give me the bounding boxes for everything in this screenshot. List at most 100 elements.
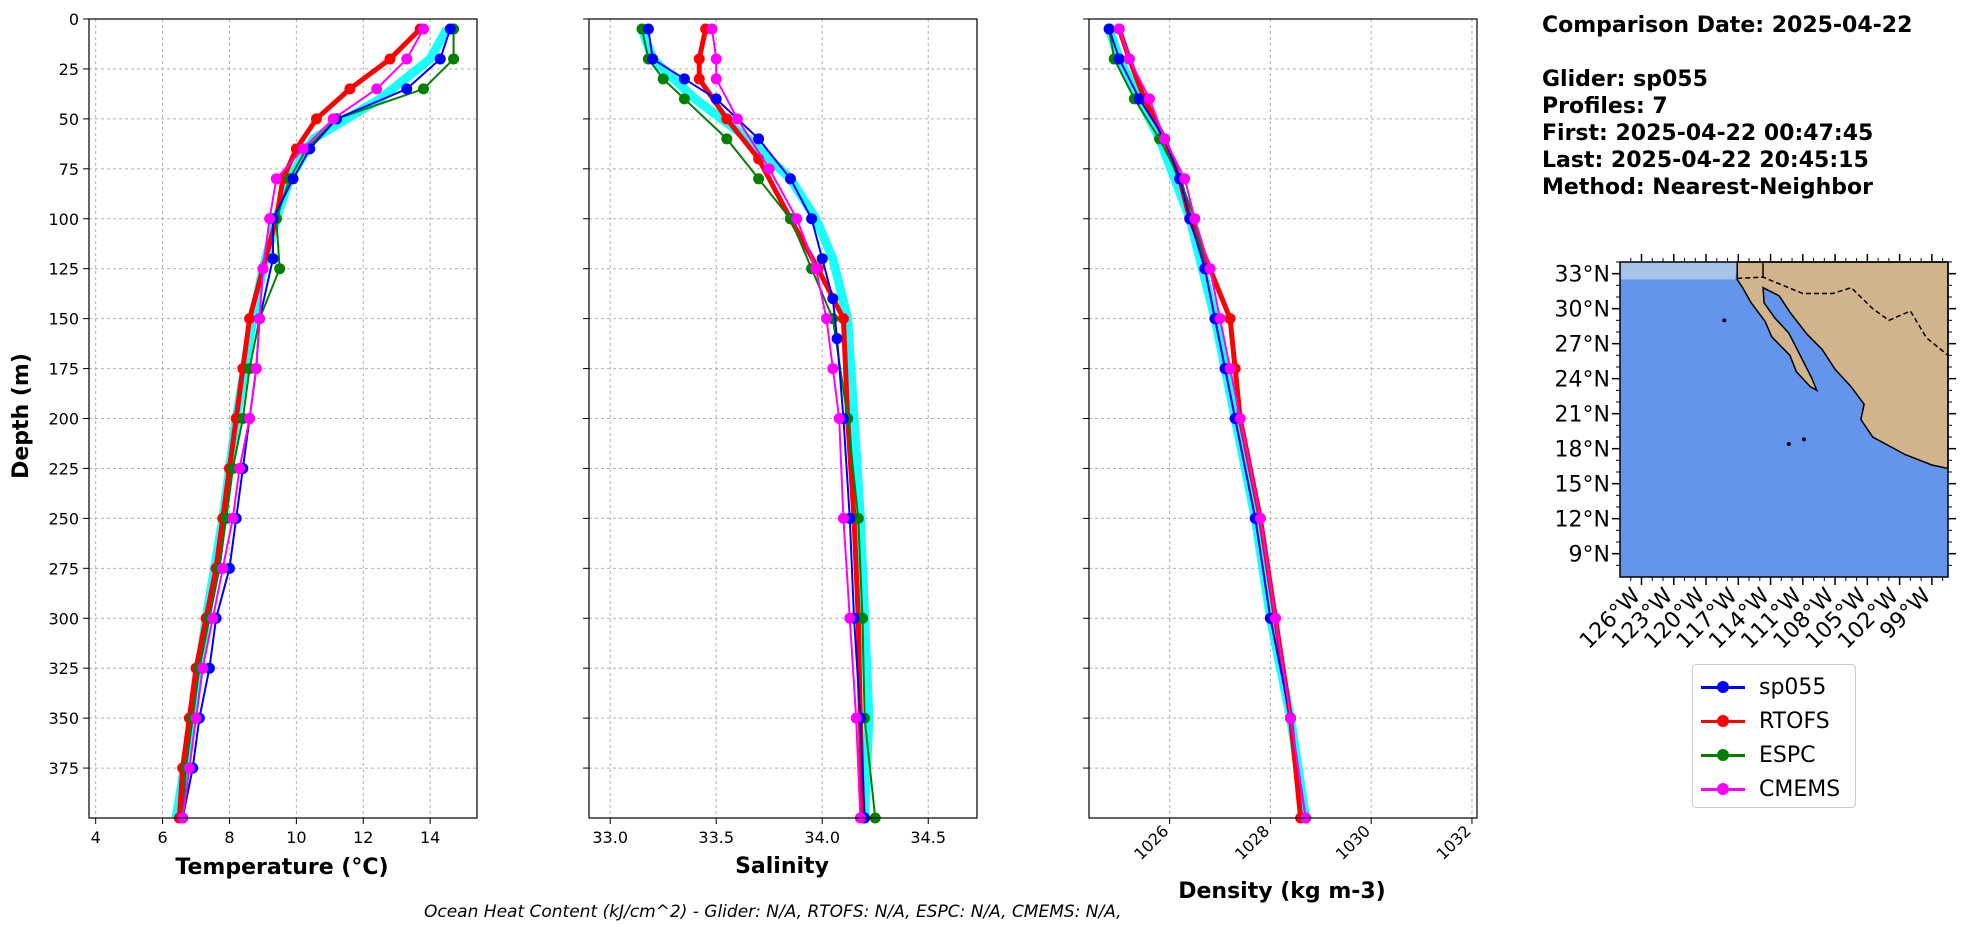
rtofs-point — [837, 313, 849, 325]
rtofs-point — [344, 83, 356, 95]
legend-line-icon — [1701, 748, 1745, 761]
espc-line — [181, 28, 455, 819]
cmems-point — [1123, 53, 1135, 65]
cmems-point — [1113, 23, 1125, 35]
espc-point — [753, 173, 765, 185]
y-tick-label: 75 — [59, 160, 79, 179]
profile-count: Profiles: 7 — [1542, 94, 1668, 119]
cmems-point — [250, 363, 262, 375]
cmems-point — [264, 213, 276, 225]
profile-panel-2: 1026 1028 1030 1032 — [1083, 18, 1478, 864]
sp055-point — [267, 253, 279, 265]
cmems-point — [1159, 133, 1171, 145]
cmems-point — [244, 413, 256, 424]
comparison-info: Comparison Date: 2025-04-22 Glider: sp05… — [1542, 12, 1912, 201]
cmems-point — [254, 313, 266, 325]
salinity-axis-label: Salinity — [735, 854, 829, 879]
rtofs-point — [693, 73, 705, 85]
cmems-point — [257, 263, 269, 275]
y-tick-label: 100 — [48, 210, 79, 229]
legend-item-sp055: sp055 — [1701, 673, 1826, 701]
y-tick-label: 250 — [48, 509, 79, 528]
rtofs-point — [244, 313, 256, 325]
x-tick-label: 33.0 — [592, 828, 628, 847]
sp055-point — [816, 253, 828, 265]
ocean-heat-content-note: Ocean Heat Content (kJ/cm^2) - Glider: N… — [424, 902, 1122, 922]
cmems-point — [234, 462, 246, 474]
raw-profile-band — [1104, 27, 1311, 819]
lat-tick-label: 15°N — [1555, 473, 1610, 498]
y-tick-label: 200 — [48, 410, 79, 429]
x-tick-label: 10 — [286, 828, 306, 847]
cmems-point — [190, 712, 202, 724]
cmems-point — [706, 23, 718, 35]
y-tick-label: 375 — [48, 759, 79, 778]
cmems-point — [1204, 263, 1216, 275]
glider-name: Glider: sp055 — [1542, 67, 1708, 92]
cmems-point — [401, 53, 413, 65]
lat-tick-label: 21°N — [1555, 403, 1610, 428]
lat-tick-label: 24°N — [1555, 368, 1610, 393]
first-time: First: 2025-04-22 00:47:45 — [1542, 121, 1874, 146]
legend-item-espc: ESPC — [1701, 741, 1816, 769]
cmems-point — [297, 143, 309, 155]
sp055-point — [784, 173, 796, 185]
y-tick-label: 325 — [48, 659, 79, 678]
sp055-point — [710, 93, 722, 105]
legend-line-icon — [1701, 782, 1745, 795]
x-tick-label: 34.5 — [910, 828, 946, 847]
y-tick-label: 125 — [48, 260, 79, 279]
cmems-point — [1224, 363, 1236, 375]
y-tick-label: 350 — [48, 709, 79, 728]
x-tick-label: 8 — [224, 828, 234, 847]
legend-label: CMEMS — [1759, 776, 1841, 802]
x-tick-label: 1030 — [1332, 821, 1374, 863]
profile-panel-1: 33.0 33.5 34.0 34.5 — [583, 18, 978, 847]
y-tick-label: 50 — [59, 110, 79, 129]
lat-tick-label: 18°N — [1555, 438, 1610, 463]
x-tick-label: 14 — [420, 828, 440, 847]
sp055-point — [444, 23, 456, 35]
sp055-line — [1108, 28, 1307, 819]
y-tick-label: 25 — [59, 60, 79, 79]
espc-point — [678, 93, 690, 105]
sp055-point — [1103, 23, 1115, 35]
sp055-point — [287, 173, 299, 185]
sp055-point — [827, 293, 839, 305]
espc-point — [417, 83, 429, 95]
cmems-point — [417, 23, 429, 35]
espc-point — [274, 263, 286, 275]
cmems-point — [327, 113, 339, 125]
sp055-point — [647, 53, 659, 65]
legend-item-cmems: CMEMS — [1701, 775, 1840, 803]
rtofs-point — [1224, 313, 1236, 325]
lat-tick-label: 12°N — [1555, 508, 1610, 533]
rtofs-line — [1116, 28, 1304, 819]
cmems-point — [731, 113, 743, 125]
sp055-point — [401, 83, 413, 95]
cmems-point — [227, 512, 239, 524]
method: Method: Nearest-Neighbor — [1542, 175, 1873, 200]
x-tick-label: 12 — [353, 828, 373, 847]
cmems-point — [1254, 512, 1266, 524]
cmems-point — [810, 263, 822, 275]
cmems-point — [710, 53, 722, 65]
legend-line-icon — [1701, 714, 1745, 727]
cmems-point — [183, 762, 195, 774]
lat-tick-label: 27°N — [1555, 333, 1610, 358]
x-tick-label: 1028 — [1231, 821, 1273, 863]
cmems-point — [371, 83, 383, 95]
rtofs-point — [310, 113, 322, 125]
espc-point — [857, 612, 869, 624]
sp055-point — [642, 23, 654, 35]
y-tick-label: 225 — [48, 459, 79, 478]
cmems-point — [763, 163, 775, 175]
rtofs-point — [384, 53, 396, 65]
land-mexico — [1736, 261, 1949, 470]
y-tick-label: 150 — [48, 310, 79, 329]
depth-axis-label: Depth (m) — [9, 353, 34, 479]
lat-tick-label: 9°N — [1569, 543, 1610, 568]
cmems-point — [1269, 612, 1281, 624]
sp055-point — [806, 213, 818, 225]
